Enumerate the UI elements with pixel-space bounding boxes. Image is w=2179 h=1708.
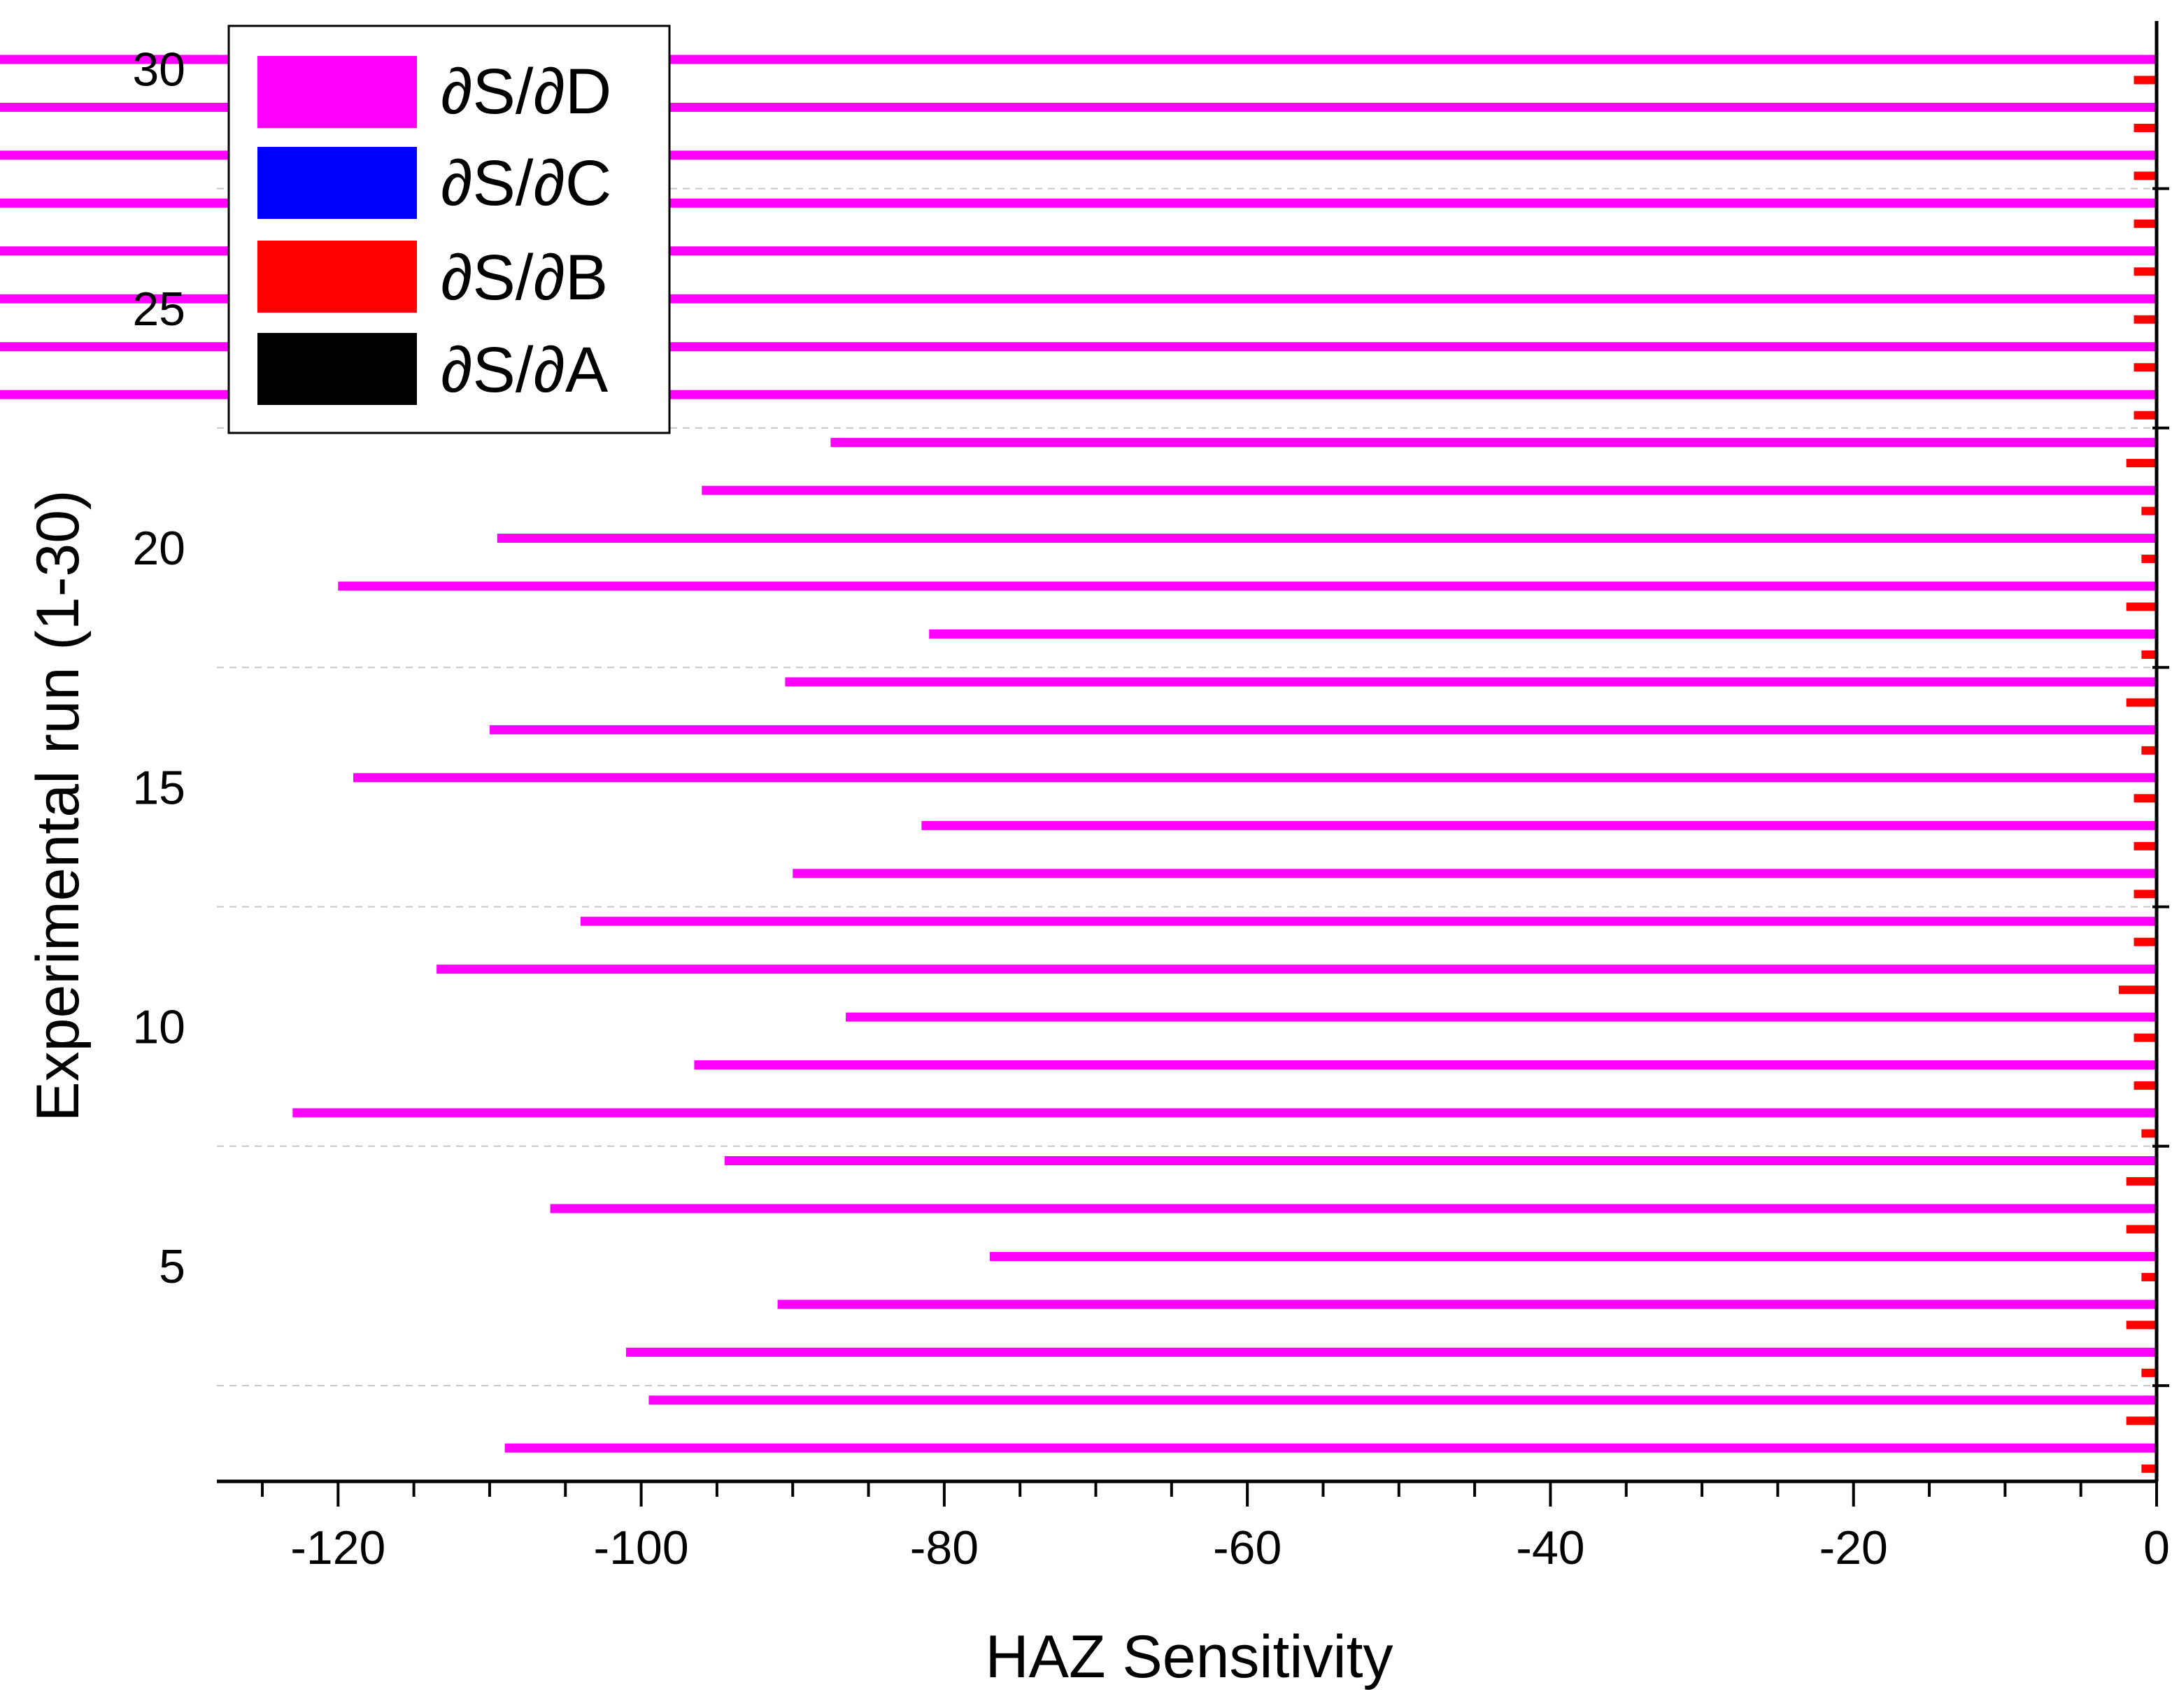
- bar-b-run-2: [2126, 1416, 2157, 1425]
- y-tick-label-0: 5: [159, 1240, 185, 1293]
- bar-b-run-23: [2134, 411, 2157, 420]
- bar-b-run-1: [2141, 1464, 2157, 1473]
- legend-label-a: ∂S/∂A: [441, 334, 609, 406]
- bar-d-run-14: [921, 820, 2157, 830]
- bar-d-run-21: [702, 485, 2157, 495]
- legend-swatch-d: [257, 56, 417, 128]
- bar-d-run-20: [497, 534, 2157, 543]
- bar-b-run-10: [2134, 1033, 2157, 1042]
- x-tick-label-6: 0: [2143, 1521, 2170, 1574]
- bar-b-run-19: [2126, 602, 2157, 611]
- y-tick-label-3: 20: [132, 522, 185, 575]
- y-tick-label-4: 25: [132, 283, 185, 336]
- bar-d-run-18: [929, 629, 2157, 639]
- bar-b-run-12: [2134, 937, 2157, 946]
- bar-b-run-30: [2134, 76, 2157, 85]
- axes-layer: -120 -100 -80 -60 -40 -20 0 5 10 15 20 25 30: [132, 21, 2170, 1574]
- bar-b-run-24: [2134, 363, 2157, 372]
- bar-b-run-25: [2134, 315, 2157, 324]
- legend-label-c: ∂S/∂C: [441, 148, 611, 219]
- bar-b-run-20: [2141, 555, 2157, 564]
- bar-b-run-5: [2141, 1272, 2157, 1281]
- bar-b-run-11: [2118, 985, 2157, 995]
- x-tick-label-3: -60: [1213, 1521, 1282, 1574]
- bar-b-run-16: [2141, 746, 2157, 755]
- bar-b-run-7: [2126, 1177, 2157, 1186]
- bar-b-run-18: [2141, 650, 2157, 659]
- y-axis-title: Experimental run (1-30): [24, 490, 92, 1121]
- bar-b-run-17: [2126, 698, 2157, 707]
- legend-label-d: ∂S/∂D: [441, 56, 611, 127]
- y-tick-label-2: 15: [132, 761, 185, 814]
- legend-swatch-c: [257, 147, 417, 219]
- y-tick-label-1: 10: [132, 1001, 185, 1054]
- bar-d-run-1: [504, 1443, 2157, 1453]
- bar-d-run-15: [353, 773, 2157, 783]
- x-tick-label-5: -20: [1819, 1521, 1888, 1574]
- bar-b-run-13: [2134, 890, 2157, 899]
- bar-d-run-3: [625, 1347, 2157, 1357]
- x-axis-title: HAZ Sensitivity: [985, 1623, 1393, 1691]
- bar-b-run-21: [2141, 506, 2157, 515]
- x-tick-label-1: -100: [594, 1521, 689, 1574]
- x-tick-label-4: -40: [1516, 1521, 1584, 1574]
- bar-b-run-9: [2134, 1081, 2157, 1090]
- bar-d-run-16: [489, 725, 2157, 734]
- bar-b-run-26: [2134, 267, 2157, 276]
- bar-d-run-4: [777, 1300, 2157, 1309]
- legend-swatch-b: [257, 241, 417, 313]
- legend-label-b: ∂S/∂B: [441, 242, 608, 313]
- bar-b-run-28: [2134, 171, 2157, 180]
- bar-b-run-27: [2134, 219, 2157, 228]
- bar-d-run-11: [436, 965, 2157, 974]
- bar-b-run-6: [2126, 1225, 2157, 1234]
- bar-d-run-6: [550, 1204, 2157, 1214]
- bar-d-run-10: [846, 1012, 2157, 1022]
- x-tick-label-2: -80: [910, 1521, 979, 1574]
- bar-d-run-7: [724, 1156, 2157, 1166]
- bar-d-run-8: [292, 1108, 2157, 1118]
- bar-d-run-12: [580, 916, 2157, 926]
- legend: ∂S/∂D ∂S/∂C ∂S/∂B ∂S/∂A: [227, 24, 671, 434]
- legend-swatch-a: [257, 333, 417, 405]
- bar-d-run-5: [989, 1251, 2157, 1261]
- bar-b-run-15: [2134, 794, 2157, 803]
- bar-b-run-29: [2134, 123, 2157, 132]
- bar-d-run-2: [648, 1395, 2157, 1405]
- grid-layer: [217, 187, 2157, 1387]
- bar-b-run-22: [2126, 459, 2157, 468]
- bar-b-run-3: [2141, 1368, 2157, 1377]
- bar-d-run-19: [338, 581, 2157, 591]
- bar-d-run-13: [793, 869, 2157, 878]
- y-tick-label-5: 30: [132, 43, 185, 96]
- bar-b-run-14: [2134, 841, 2157, 851]
- bar-b-run-8: [2141, 1129, 2157, 1138]
- bar-d-run-17: [785, 677, 2157, 687]
- bar-d-run-9: [694, 1060, 2157, 1070]
- bar-d-run-22: [830, 438, 2157, 448]
- bar-b-run-4: [2126, 1321, 2157, 1330]
- x-tick-label-0: -120: [290, 1521, 385, 1574]
